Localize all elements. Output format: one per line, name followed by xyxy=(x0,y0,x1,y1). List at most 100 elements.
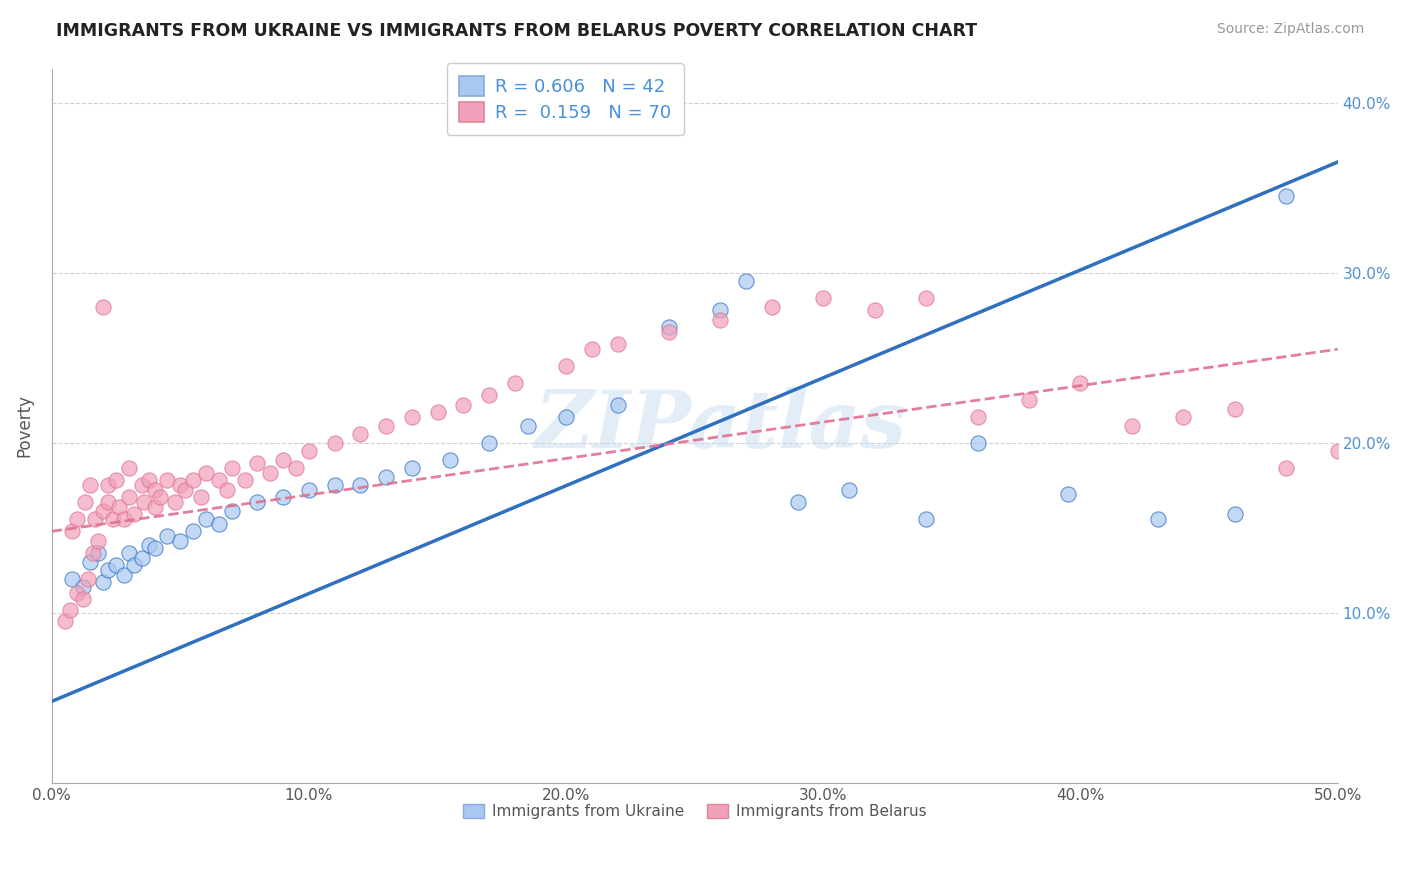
Point xyxy=(118,461,141,475)
Point xyxy=(221,504,243,518)
Point xyxy=(82,546,104,560)
Point xyxy=(709,313,731,327)
Point xyxy=(786,495,808,509)
Point xyxy=(118,490,141,504)
Point xyxy=(1069,376,1091,391)
Point xyxy=(323,478,346,492)
Point xyxy=(91,504,114,518)
Point xyxy=(118,546,141,560)
Point xyxy=(112,512,135,526)
Point xyxy=(59,602,82,616)
Point xyxy=(375,470,398,484)
Point xyxy=(606,337,628,351)
Point xyxy=(169,534,191,549)
Point xyxy=(1056,487,1078,501)
Point xyxy=(349,427,371,442)
Point xyxy=(246,495,269,509)
Point xyxy=(165,495,187,509)
Point xyxy=(91,575,114,590)
Point xyxy=(966,435,988,450)
Point xyxy=(174,483,197,498)
Point xyxy=(298,444,321,458)
Point xyxy=(156,529,179,543)
Point xyxy=(60,524,83,539)
Point xyxy=(735,274,758,288)
Point xyxy=(451,398,474,412)
Point xyxy=(516,418,538,433)
Point xyxy=(221,461,243,475)
Point xyxy=(53,615,76,629)
Point xyxy=(1223,508,1246,522)
Point xyxy=(60,572,83,586)
Point xyxy=(195,467,218,481)
Point xyxy=(915,291,938,305)
Point xyxy=(233,473,256,487)
Point xyxy=(181,473,204,487)
Point xyxy=(66,585,89,599)
Point xyxy=(87,534,110,549)
Point xyxy=(79,555,101,569)
Point xyxy=(658,325,681,339)
Point xyxy=(1275,461,1298,475)
Point xyxy=(149,490,172,504)
Point xyxy=(122,508,145,522)
Point xyxy=(105,473,128,487)
Point xyxy=(208,517,231,532)
Point xyxy=(107,500,129,515)
Point xyxy=(79,478,101,492)
Point xyxy=(271,490,294,504)
Point xyxy=(181,524,204,539)
Point xyxy=(169,478,191,492)
Point xyxy=(1018,393,1040,408)
Point xyxy=(87,546,110,560)
Point xyxy=(1173,410,1195,425)
Point xyxy=(1223,401,1246,416)
Text: ZIPatlas: ZIPatlas xyxy=(534,387,907,465)
Point xyxy=(97,495,120,509)
Point xyxy=(246,456,269,470)
Point xyxy=(208,473,231,487)
Point xyxy=(138,538,160,552)
Point xyxy=(401,461,423,475)
Point xyxy=(195,512,218,526)
Point xyxy=(439,452,461,467)
Point xyxy=(426,405,449,419)
Point xyxy=(1275,189,1298,203)
Point xyxy=(84,512,107,526)
Point xyxy=(131,551,153,566)
Point xyxy=(863,303,886,318)
Point xyxy=(66,512,89,526)
Point xyxy=(97,563,120,577)
Point xyxy=(131,478,153,492)
Point xyxy=(75,495,97,509)
Text: IMMIGRANTS FROM UKRAINE VS IMMIGRANTS FROM BELARUS POVERTY CORRELATION CHART: IMMIGRANTS FROM UKRAINE VS IMMIGRANTS FR… xyxy=(56,22,977,40)
Point xyxy=(1121,418,1143,433)
Point xyxy=(349,478,371,492)
Point xyxy=(72,592,94,607)
Point xyxy=(72,581,94,595)
Point xyxy=(478,435,501,450)
Legend: Immigrants from Ukraine, Immigrants from Belarus: Immigrants from Ukraine, Immigrants from… xyxy=(457,797,932,825)
Point xyxy=(259,467,281,481)
Point xyxy=(323,435,346,450)
Point xyxy=(298,483,321,498)
Point xyxy=(555,359,578,374)
Point xyxy=(606,398,628,412)
Point xyxy=(215,483,238,498)
Point xyxy=(122,558,145,573)
Point xyxy=(1146,512,1168,526)
Point xyxy=(190,490,212,504)
Point xyxy=(143,500,166,515)
Point xyxy=(143,483,166,498)
Point xyxy=(915,512,938,526)
Point xyxy=(156,473,179,487)
Point xyxy=(134,495,156,509)
Point xyxy=(838,483,860,498)
Point xyxy=(761,300,783,314)
Point xyxy=(478,388,501,402)
Point xyxy=(658,320,681,334)
Point xyxy=(1326,444,1348,458)
Point xyxy=(285,461,308,475)
Point xyxy=(271,452,294,467)
Point xyxy=(105,558,128,573)
